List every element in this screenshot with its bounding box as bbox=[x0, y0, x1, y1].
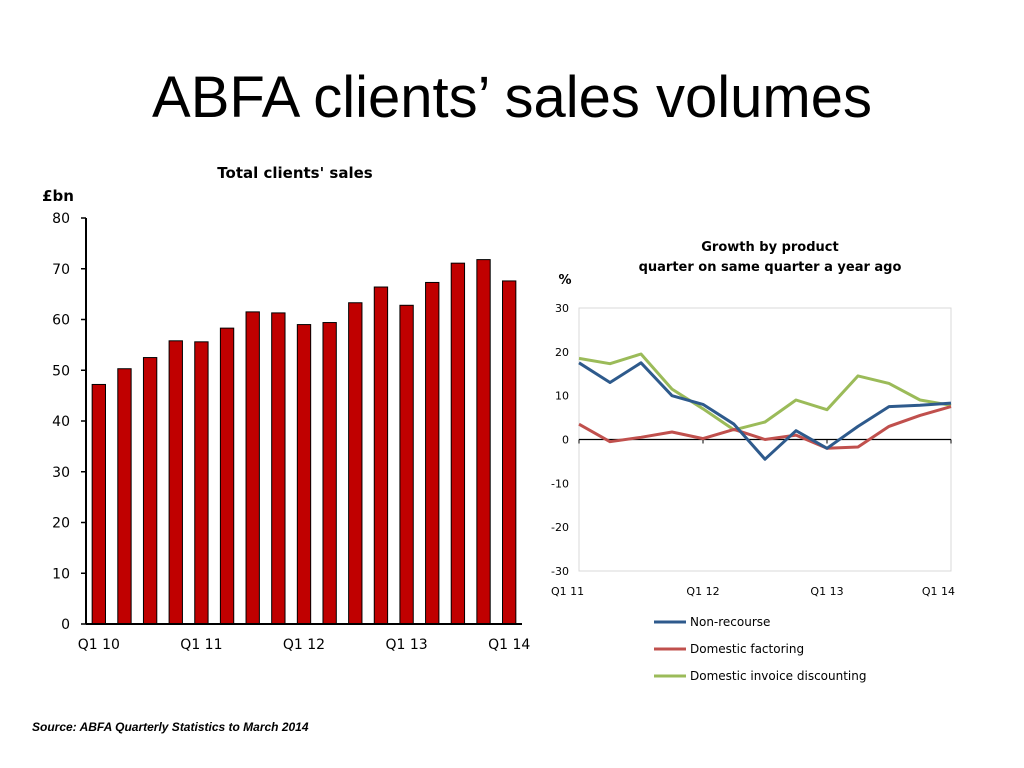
line-chart-y-tick-label: 10 bbox=[555, 390, 569, 403]
bar-q1-13 bbox=[399, 304, 414, 625]
line-chart-title: Growth by product bbox=[701, 240, 838, 255]
bar-q4-12 bbox=[373, 286, 389, 625]
bar-q4-10 bbox=[168, 340, 183, 625]
series-line-domestic-invoice-discounting bbox=[578, 352, 952, 432]
line-chart-x-tick-label: Q1 13 bbox=[810, 585, 843, 598]
bar-chart: Total clients' sales £bn 0 10 20 30 40 50 60 70… bbox=[42, 164, 530, 653]
bar-chart-y-tick-label: 0 bbox=[61, 617, 70, 633]
line-chart-y-tick-label: 20 bbox=[555, 346, 569, 359]
legend-label: Domestic invoice discounting bbox=[690, 669, 866, 683]
bar-chart-y-tick-label: 70 bbox=[52, 262, 70, 278]
slide-title: ABFA clients’ sales volumes bbox=[152, 65, 872, 130]
legend-label: Non-recourse bbox=[690, 615, 770, 629]
line-chart-y-axis-label: % bbox=[558, 273, 571, 288]
series-line-domestic-factoring bbox=[578, 405, 952, 450]
bar-q2-10 bbox=[117, 368, 132, 625]
bar-chart-x-tick-label: Q1 10 bbox=[78, 637, 120, 653]
bar-q1-12 bbox=[296, 324, 312, 625]
bar-chart-title: Total clients' sales bbox=[217, 164, 373, 182]
bar-chart-x-tick-label: Q1 14 bbox=[488, 637, 530, 653]
bar-q3-13 bbox=[450, 262, 466, 625]
bar-q1-10 bbox=[91, 383, 106, 625]
series-line-non-recourse bbox=[578, 361, 952, 461]
line-chart-x-tick-label: Q1 11 bbox=[551, 585, 584, 598]
bar-chart-y-tick-label: 60 bbox=[52, 313, 70, 329]
bar-chart-x-tick-label: Q1 11 bbox=[180, 637, 222, 653]
line-chart-subtitle: quarter on same quarter a year ago bbox=[639, 260, 902, 275]
bar-q3-12 bbox=[348, 302, 363, 625]
line-chart-y-tick-label: -20 bbox=[551, 521, 569, 534]
line-chart-y-tick-label: -30 bbox=[551, 565, 569, 578]
bar-q2-11 bbox=[219, 327, 235, 625]
legend-label: Domestic factoring bbox=[690, 642, 804, 656]
bar-q4-11 bbox=[271, 312, 286, 625]
bar-q1-14 bbox=[502, 280, 517, 625]
bar-chart-y-tick-label: 80 bbox=[52, 211, 70, 227]
bar-chart-y-tick-label: 50 bbox=[52, 363, 70, 379]
bar-chart-y-tick-label: 20 bbox=[52, 516, 70, 532]
bar-chart-y-axis-label: £bn bbox=[42, 187, 74, 205]
line-chart-x-tick-label: Q1 12 bbox=[686, 585, 719, 598]
line-chart: Growth by product quarter on same quarte… bbox=[551, 240, 955, 683]
bar-q1-11 bbox=[194, 341, 209, 625]
line-chart-y-tick-label: -10 bbox=[551, 477, 569, 490]
bar-chart-x-tick-label: Q1 13 bbox=[385, 637, 427, 653]
source-note: Source: ABFA Quarterly Statistics to Mar… bbox=[32, 720, 309, 734]
bar-q3-10 bbox=[142, 357, 158, 625]
bar-chart-y-tick-label: 40 bbox=[52, 414, 70, 430]
bar-q4-13 bbox=[476, 259, 491, 625]
bar-q2-13 bbox=[425, 281, 440, 625]
bar-chart-y-tick-label: 30 bbox=[52, 465, 70, 481]
bar-chart-y-tick-label: 10 bbox=[52, 566, 70, 582]
bar-q2-12 bbox=[322, 322, 337, 625]
line-chart-y-tick-label: 30 bbox=[555, 302, 569, 315]
line-chart-x-tick-label: Q1 14 bbox=[922, 585, 955, 598]
bar-chart-x-tick-label: Q1 12 bbox=[283, 637, 325, 653]
line-chart-y-tick-label: 0 bbox=[562, 434, 569, 447]
bar-q3-11 bbox=[245, 311, 260, 625]
